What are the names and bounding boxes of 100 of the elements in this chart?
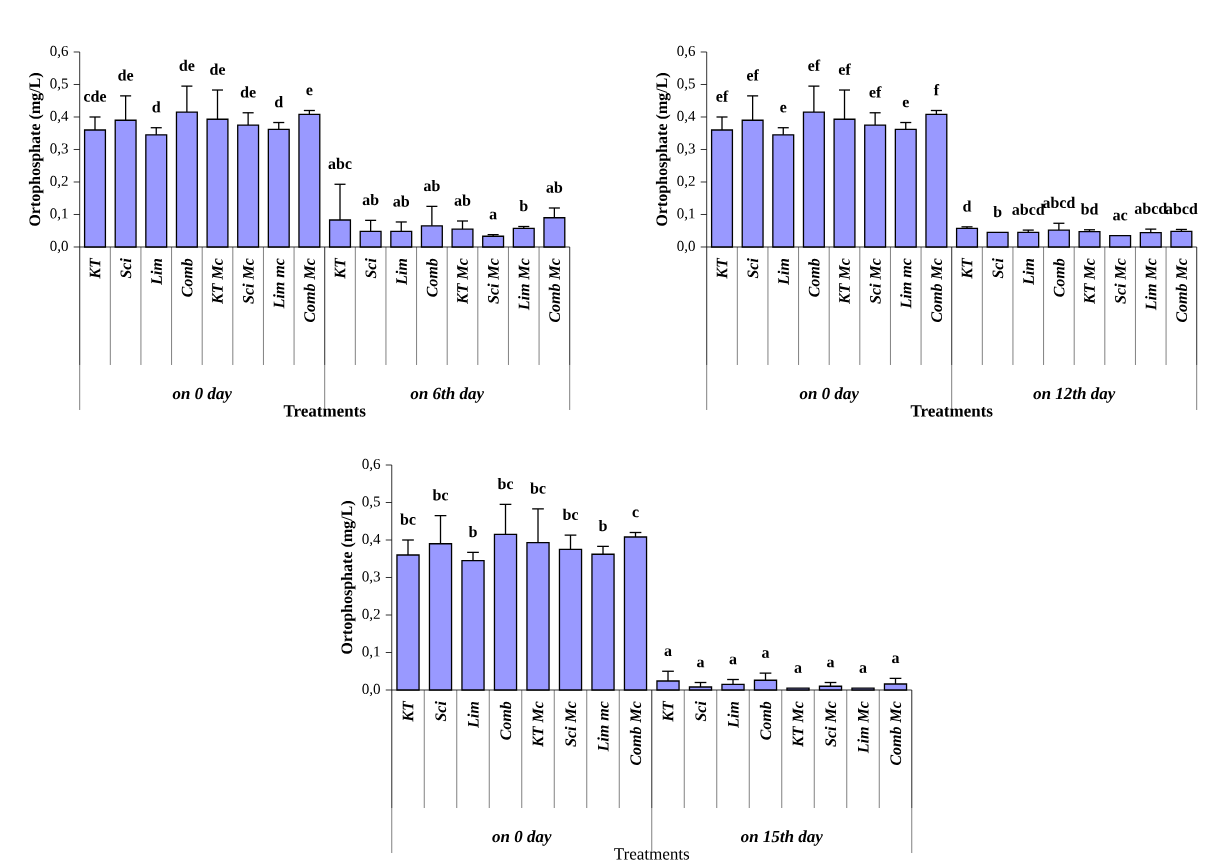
- x-tick-label: Lim Mc: [857, 701, 869, 754]
- text: on 6th day: [410, 387, 485, 403]
- data-label: bc: [432, 489, 449, 501]
- data-label: bc: [497, 477, 514, 490]
- data-label: a: [892, 655, 900, 664]
- data-label: de: [210, 63, 226, 75]
- x-tick-label: Lim: [150, 258, 162, 285]
- data-label: cde: [84, 90, 107, 102]
- data-label: a: [664, 648, 672, 657]
- data-label: d: [963, 200, 972, 212]
- x-tick-label: Comb: [808, 258, 820, 297]
- data-label: a: [827, 659, 835, 668]
- x-tick-label: Sci: [120, 258, 132, 279]
- x-tick-label: KT Mc: [457, 258, 468, 305]
- x-tick-label: Sci Mc: [564, 701, 577, 747]
- data-label: ab: [362, 193, 379, 206]
- data-label: de: [179, 59, 195, 71]
- data-label: f: [933, 84, 940, 96]
- y-tick-label: 0,5: [677, 78, 695, 91]
- y-tick-label: 0,2: [50, 175, 68, 189]
- data-label: abcd: [1012, 203, 1045, 215]
- x-tick-label: KT: [334, 257, 346, 279]
- data-label: a: [794, 665, 802, 673]
- y-tick-label: 0,3: [677, 143, 695, 156]
- y-tick-label: 0,1: [362, 646, 380, 659]
- x-axis-title: Treatments: [614, 848, 690, 860]
- y-axis-title: Ortophosphate (mg/L): [28, 73, 44, 226]
- y-tick-label: 0,0: [50, 240, 68, 254]
- x-tick-label: KT Mc: [532, 701, 544, 748]
- y-tick-label: 0,2: [677, 175, 695, 189]
- x-tick-label: KT: [89, 257, 101, 279]
- text: on 15th day: [740, 830, 823, 846]
- x-tick-label: Sci Mc: [869, 258, 881, 304]
- data-label: ef: [838, 63, 851, 75]
- x-tick-label: Sci Mc: [242, 258, 254, 304]
- y-tick-label: 0,0: [677, 240, 695, 254]
- data-label: c: [632, 509, 639, 518]
- x-tick-label: Lim: [467, 701, 479, 728]
- data-label: bc: [400, 513, 416, 525]
- x-tick-label: Comb Mc: [303, 258, 316, 323]
- data-label: ef: [808, 59, 821, 71]
- data-label: ac: [1113, 212, 1128, 221]
- data-label: b: [598, 519, 607, 532]
- x-tick-label: Comb: [1053, 258, 1065, 297]
- x-axis-title: Treatments: [910, 405, 993, 417]
- x-tick-label: Sci: [694, 701, 707, 722]
- x-tick-label: Comb: [181, 258, 193, 297]
- x-tick-label: KT Mc: [839, 258, 850, 305]
- data-label: ef: [716, 90, 729, 102]
- y-tick-label: 0,3: [362, 571, 380, 584]
- x-tick-label: Comb Mc: [629, 701, 642, 766]
- x-tick-label: Lim: [1022, 258, 1034, 285]
- y-tick-label: 0,6: [362, 458, 381, 472]
- data-label: a: [489, 211, 497, 220]
- x-tick-label: Lim Mc: [1145, 258, 1157, 311]
- y-tick-label: 0,1: [50, 208, 68, 221]
- y-tick-label: 0,1: [677, 208, 695, 221]
- y-tick-label: 0,6: [50, 45, 69, 59]
- data-label: abcd: [1165, 202, 1198, 215]
- data-label: a: [729, 656, 737, 665]
- x-tick-label: Sci: [992, 258, 1004, 279]
- data-label: b: [519, 200, 528, 212]
- text: on 0 day: [172, 387, 232, 403]
- y-tick-label: 0,4: [677, 110, 696, 124]
- data-label: e: [306, 87, 313, 96]
- text: on 0 day: [492, 830, 552, 846]
- data-label: abc: [328, 157, 352, 170]
- data-label: ef: [746, 69, 760, 81]
- x-tick-label: Comb Mc: [889, 701, 902, 766]
- data-label: a: [859, 665, 867, 673]
- y-tick-label: 0,4: [50, 110, 69, 124]
- data-label: d: [152, 101, 161, 113]
- y-tick-label: 0,5: [50, 78, 68, 91]
- data-label: d: [274, 96, 284, 108]
- data-label: ab: [454, 194, 471, 206]
- x-tick-label: KT: [961, 257, 973, 279]
- x-tick-label: KT: [402, 700, 414, 722]
- x-tick-label: Sci Mc: [487, 258, 499, 304]
- data-label: e: [902, 99, 909, 108]
- data-label: ab: [393, 195, 410, 207]
- y-axis-title: Ortophosphate (mg/L): [340, 501, 356, 654]
- x-tick-label: Lim mc: [900, 258, 912, 309]
- data-label: b: [468, 525, 477, 538]
- data-label: ab: [423, 179, 440, 192]
- x-tick-label: KT: [716, 257, 728, 279]
- y-axis-title: Ortophosphate (mg/L): [655, 73, 671, 226]
- text: on 0 day: [799, 387, 859, 403]
- data-label: b: [993, 205, 1002, 218]
- x-tick-label: Lim mc: [273, 258, 285, 309]
- data-label: e: [780, 104, 787, 113]
- x-tick-label: Comb: [759, 701, 772, 740]
- x-tick-label: Sci: [434, 701, 447, 722]
- y-tick-label: 0,6: [677, 45, 696, 59]
- data-label: abcd: [1134, 202, 1168, 214]
- y-tick-label: 0,3: [50, 143, 68, 156]
- y-tick-label: 0,2: [362, 608, 380, 622]
- x-tick-label: Lim: [727, 701, 739, 728]
- x-tick-label: KT Mc: [212, 258, 223, 305]
- data-label: de: [118, 69, 134, 81]
- data-label: ab: [546, 181, 563, 193]
